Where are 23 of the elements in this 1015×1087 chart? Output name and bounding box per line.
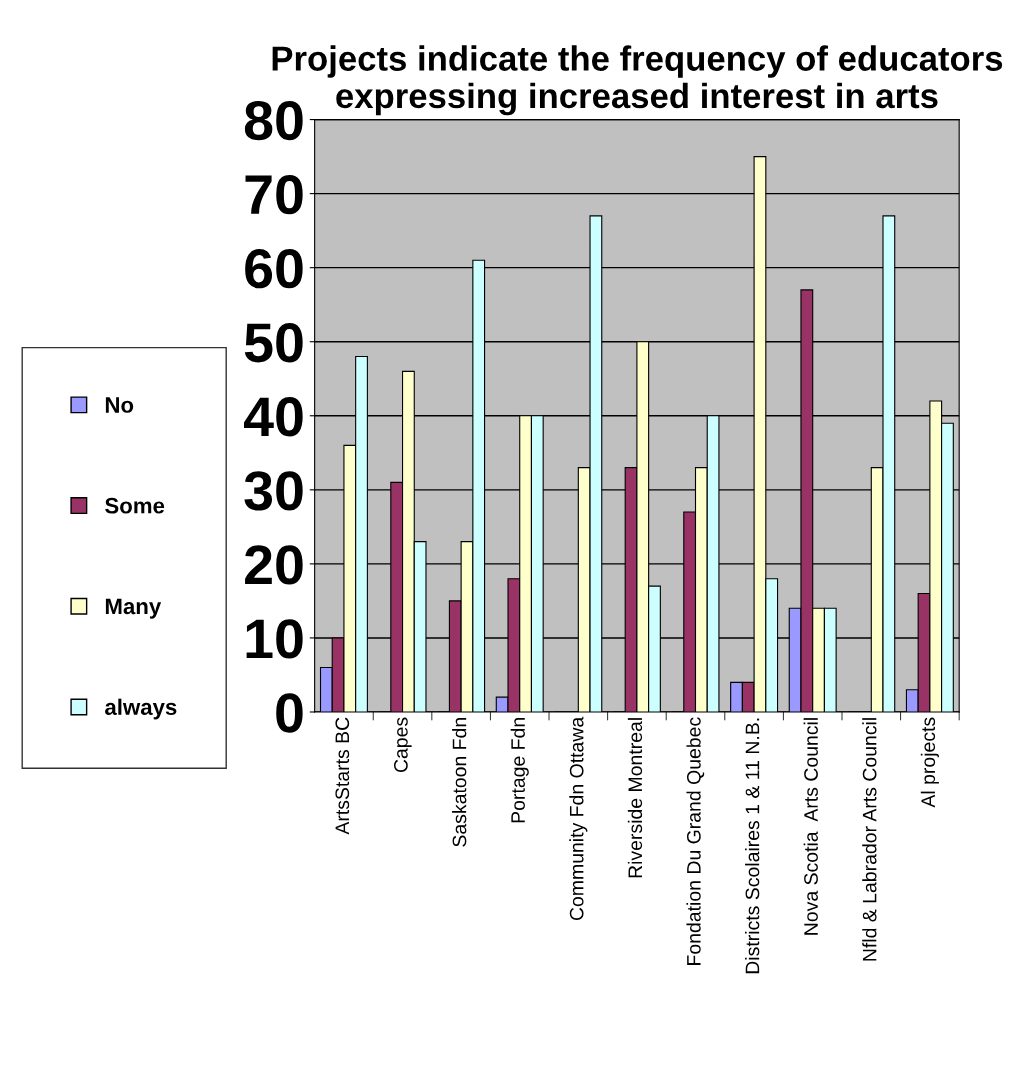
y-tick-label: 40 (243, 397, 303, 437)
x-tick-label: Capes (393, 717, 412, 773)
x-tick-label: Nfld & Labrador Arts Council (862, 718, 877, 961)
x-tick-label: Districts Scolaires 1 & 11 N.B. (745, 718, 760, 974)
legend-label: Many (105, 598, 162, 619)
legend-label: always (105, 698, 177, 720)
legend-label: Some (105, 497, 165, 514)
y-tick-label: 70 (245, 174, 303, 215)
x-tick-label: Al projects (920, 717, 939, 808)
y-tick-label: 60 (245, 249, 303, 289)
y-tick-label: 10 (246, 619, 303, 659)
legend-label: No (105, 397, 134, 413)
x-tick-label: Portage Fdn (510, 718, 529, 823)
x-tick-label: Riverside Montreal (627, 718, 643, 878)
y-tick-label: 30 (244, 471, 303, 511)
y-tick-label: 0 (276, 693, 303, 733)
y-tick-label: 50 (244, 323, 303, 363)
x-tick-label: Nova Scotia Arts Council (803, 718, 818, 935)
x-tick-label: Community Fdn Ottawa (569, 716, 588, 921)
x-tick-label: ArtsStarts BC (335, 717, 350, 835)
x-tick-label: Saskatoon Fdn (452, 718, 467, 847)
x-tick-label: Fondation Du Grand Quebec (686, 717, 705, 965)
y-tick-label: 20 (245, 545, 303, 585)
